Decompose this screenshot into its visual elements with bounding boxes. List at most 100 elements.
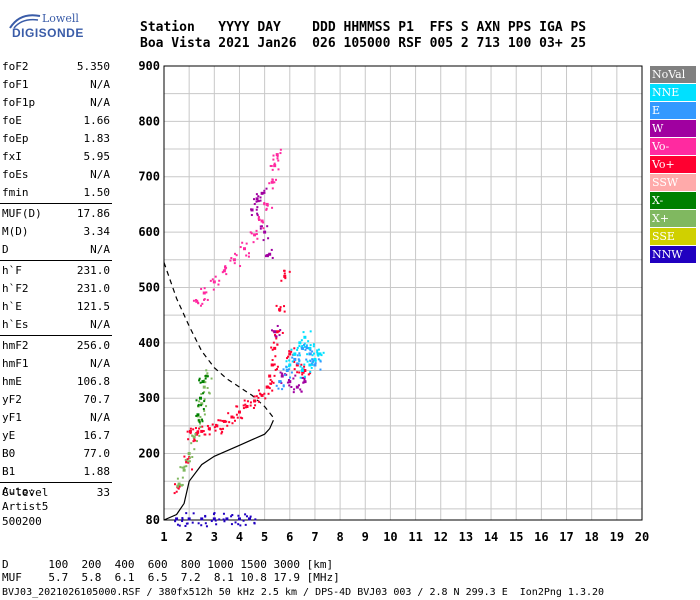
echo-point — [255, 197, 259, 201]
echo-point — [279, 152, 282, 155]
x-tick-label: 17 — [559, 530, 573, 544]
echo-point — [225, 517, 229, 521]
station-header: Station YYYY DAY DDD HHMMSS P1 FFS S AXN… — [140, 20, 586, 52]
echo-point — [203, 391, 206, 394]
echo-point — [287, 355, 290, 358]
param-name: foEs — [2, 168, 29, 181]
echo-point — [291, 360, 294, 363]
echo-point — [208, 433, 211, 436]
echo-point — [275, 330, 279, 334]
param-separator — [0, 260, 112, 261]
electron-density-profile — [163, 420, 274, 521]
echo-point — [266, 225, 269, 228]
echo-point — [264, 397, 267, 400]
echo-point — [205, 291, 208, 294]
echo-point — [193, 448, 196, 451]
echo-point — [187, 517, 191, 521]
echo-point — [276, 155, 279, 158]
echo-point — [191, 455, 194, 458]
echo-point — [205, 525, 208, 528]
echo-point — [263, 191, 266, 194]
echo-point — [317, 358, 320, 361]
echo-point — [303, 375, 306, 378]
echo-point — [293, 347, 296, 350]
echo-point — [180, 484, 183, 487]
echo-point — [242, 407, 245, 410]
echo-point — [203, 287, 206, 290]
echo-point — [212, 513, 215, 516]
axis-ticks: 1 2 3 4 5 6 7 8 9 10 11 12 13 14 15 16 17 18 19 20802003004… — [138, 59, 649, 544]
echo-point — [313, 363, 317, 367]
echo-point — [244, 513, 247, 516]
echo-point — [184, 458, 187, 461]
echo-point — [247, 255, 250, 258]
echo-point — [186, 460, 189, 463]
echo-point — [293, 360, 296, 363]
echo-point — [319, 368, 322, 371]
echo-point — [218, 279, 221, 282]
echo-point — [200, 517, 204, 521]
echo-point — [198, 379, 201, 382]
echo-point — [280, 374, 284, 378]
echo-point — [263, 202, 266, 205]
echo-point — [274, 178, 277, 181]
echo-point — [309, 344, 312, 347]
legend-item: Vo- — [650, 138, 696, 155]
param-name: hmF1 — [2, 357, 29, 370]
echo-point — [196, 301, 199, 304]
param-value: N/A — [90, 168, 110, 181]
echo-point — [283, 272, 286, 275]
echo-point — [275, 335, 278, 338]
y-tick-label: 400 — [138, 336, 160, 350]
echo-point — [270, 180, 274, 184]
echo-point — [322, 351, 325, 354]
param-value: 5.350 — [76, 60, 110, 73]
echo-points — [173, 148, 325, 528]
echo-point — [181, 466, 184, 469]
echo-point — [256, 214, 259, 217]
echo-point — [309, 360, 312, 363]
echo-point — [200, 393, 203, 396]
param-row: foF1 N/A — [0, 76, 112, 94]
echo-point — [290, 371, 293, 374]
echo-point — [279, 329, 282, 332]
param-value: 3.34 — [83, 225, 111, 238]
echo-point — [271, 359, 274, 362]
echo-point — [245, 405, 249, 408]
y-tick-label: 200 — [138, 447, 160, 461]
echo-point — [239, 265, 242, 268]
echo-point — [303, 342, 306, 345]
echo-point — [272, 341, 275, 344]
echo-point — [320, 354, 323, 357]
echo-point — [295, 363, 299, 367]
echo-point — [303, 369, 307, 373]
echo-point — [202, 430, 205, 433]
echo-point — [311, 363, 314, 366]
y-tick-label: 500 — [138, 280, 160, 294]
echo-point — [273, 164, 277, 168]
echo-point — [302, 371, 305, 374]
echo-point — [278, 380, 282, 384]
echo-point — [262, 227, 265, 230]
echo-point — [283, 274, 287, 278]
param-name: B0 — [2, 447, 16, 460]
echo-point — [206, 372, 209, 375]
echo-point — [303, 378, 306, 381]
echo-point — [310, 366, 313, 369]
x-tick-label: 4 — [236, 530, 243, 544]
echo-point — [241, 241, 244, 244]
echo-point — [194, 439, 197, 442]
echo-point — [293, 353, 296, 356]
echo-point — [316, 349, 319, 352]
echo-point — [287, 378, 290, 381]
echo-point — [291, 356, 294, 359]
legend-item: Vo+ — [650, 156, 696, 173]
echo-point — [263, 203, 266, 206]
echo-point — [215, 523, 218, 526]
echo-point — [262, 221, 265, 224]
echo-point — [204, 514, 207, 517]
echo-point — [312, 359, 315, 362]
echo-point — [288, 352, 292, 356]
echo-point — [191, 434, 194, 437]
echo-point — [202, 408, 205, 411]
